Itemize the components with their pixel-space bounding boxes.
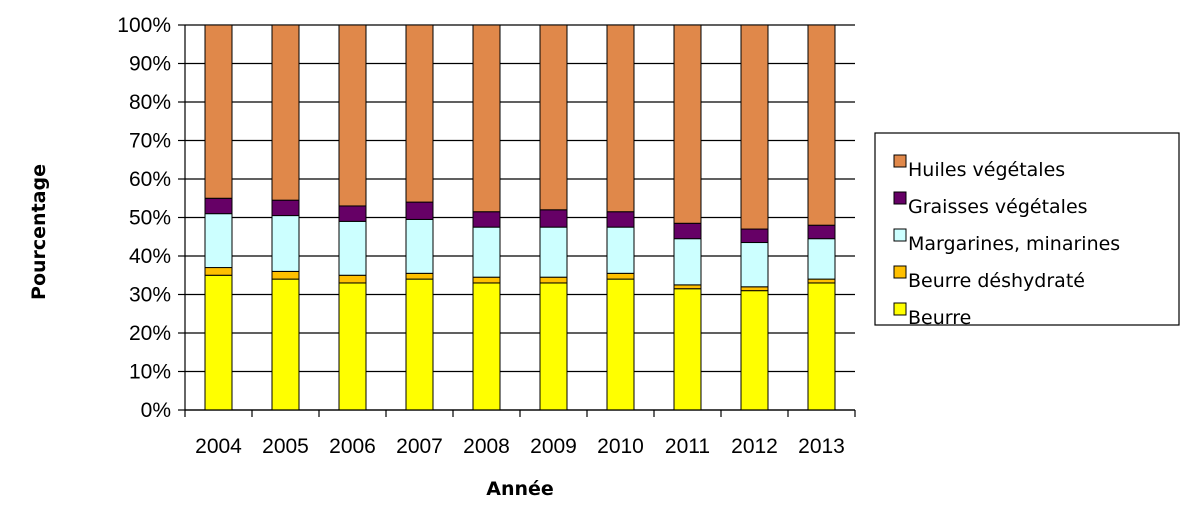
- y-tick-label: 0%: [141, 399, 171, 422]
- bar-segment: [204, 213, 233, 269]
- bar-segment: [606, 24, 635, 213]
- bar-segment: [271, 278, 300, 411]
- bar-segment: [807, 224, 836, 240]
- bar-segment: [539, 276, 568, 284]
- bar-segment: [472, 226, 501, 278]
- y-tick-label: 100%: [117, 14, 171, 37]
- bar-segment: [807, 238, 836, 280]
- legend: Huiles végétales Graisses végétales Margar…: [874, 132, 1180, 329]
- bar-segment: [539, 282, 568, 411]
- bar-segment: [606, 272, 635, 280]
- y-tick-label: 40%: [129, 245, 171, 268]
- bar-segment: [405, 278, 434, 411]
- legend-label: Graisses végétales: [908, 196, 1088, 218]
- y-tick-label: 50%: [129, 207, 171, 230]
- y-tick-label: 70%: [129, 130, 171, 153]
- bar-segment: [405, 218, 434, 274]
- bar-segment: [807, 24, 836, 226]
- x-tick-labels: 2004 2005 2006 2007 2008 2009 2010 2011 2012 2013: [195, 435, 845, 458]
- bar-segment: [338, 282, 367, 411]
- bar-segment: [405, 272, 434, 280]
- bar-segment: [606, 226, 635, 274]
- bar-segment: [271, 215, 300, 272]
- bar-segment: [740, 228, 769, 244]
- bar-segment: [204, 24, 233, 199]
- bar-segment: [673, 238, 702, 286]
- legend-label: Beurre déshydraté: [908, 270, 1085, 292]
- bar-segment: [673, 24, 702, 224]
- bar-segment: [807, 282, 836, 411]
- bar-segment: [539, 24, 568, 211]
- bar-segment: [472, 282, 501, 411]
- x-tick-label: 2011: [665, 435, 710, 458]
- bars: [204, 24, 836, 411]
- bar-segment: [271, 24, 300, 201]
- y-tick-label: 10%: [129, 361, 171, 384]
- bar-segment: [338, 24, 367, 207]
- x-tick-label: 2008: [463, 435, 510, 458]
- y-tick-label: 90%: [129, 53, 171, 76]
- y-tick-label: 20%: [129, 322, 171, 345]
- bar-segment: [673, 288, 702, 411]
- axes: [178, 24, 856, 417]
- bar-segment: [271, 270, 300, 280]
- bar-segment: [539, 226, 568, 278]
- x-tick-label: 2013: [798, 435, 845, 458]
- y-tick-label: 80%: [129, 91, 171, 114]
- legend-label: Margarines, minarines: [908, 233, 1120, 255]
- bar-segment: [740, 290, 769, 411]
- x-tick-label: 2012: [731, 435, 778, 458]
- bar-segment: [740, 242, 769, 288]
- x-tick-label: 2004: [195, 435, 242, 458]
- bar-segment: [204, 267, 233, 276]
- bar-segment: [338, 274, 367, 284]
- y-tick-label: 60%: [129, 168, 171, 191]
- legend-swatch: [893, 265, 907, 279]
- bar-segment: [405, 201, 434, 220]
- bar-segment: [673, 222, 702, 240]
- bar-segment: [740, 286, 769, 292]
- bar-segment: [472, 211, 501, 228]
- x-axis-title: Année: [486, 478, 554, 500]
- bar-segment: [338, 220, 367, 276]
- y-tick-labels: 0% 10% 20% 30% 40% 50% 60% 70% 80% 90% 100%: [117, 14, 171, 422]
- legend-label: Huiles végétales: [908, 159, 1065, 181]
- y-axis-title: Pourcentage: [28, 164, 50, 300]
- y-tick-label: 30%: [129, 284, 171, 307]
- x-tick-label: 2007: [396, 435, 443, 458]
- bar-segment: [606, 211, 635, 228]
- legend-box: [874, 132, 1180, 326]
- bar-segment: [204, 274, 233, 411]
- bar-segment: [472, 276, 501, 284]
- bar-segment: [673, 284, 702, 290]
- bar-segment: [338, 205, 367, 222]
- legend-swatch: [893, 302, 907, 316]
- legend-swatch: [893, 228, 907, 242]
- legend-items: Huiles végétales Graisses végétales Margar…: [893, 154, 1120, 329]
- bar-segment: [271, 199, 300, 217]
- bar-segment: [807, 278, 836, 284]
- x-tick-label: 2010: [597, 435, 644, 458]
- bar-segment: [204, 197, 233, 215]
- x-tick-label: 2009: [530, 435, 577, 458]
- bar-segment: [472, 24, 501, 213]
- legend-swatch: [893, 191, 907, 205]
- bar-segment: [539, 209, 568, 228]
- bar-segment: [606, 278, 635, 411]
- bar-segment: [740, 24, 769, 230]
- x-tick-label: 2005: [262, 435, 309, 458]
- bar-segment: [405, 24, 434, 203]
- legend-label: Beurre: [908, 307, 971, 329]
- legend-swatch: [893, 154, 907, 168]
- x-tick-label: 2006: [329, 435, 376, 458]
